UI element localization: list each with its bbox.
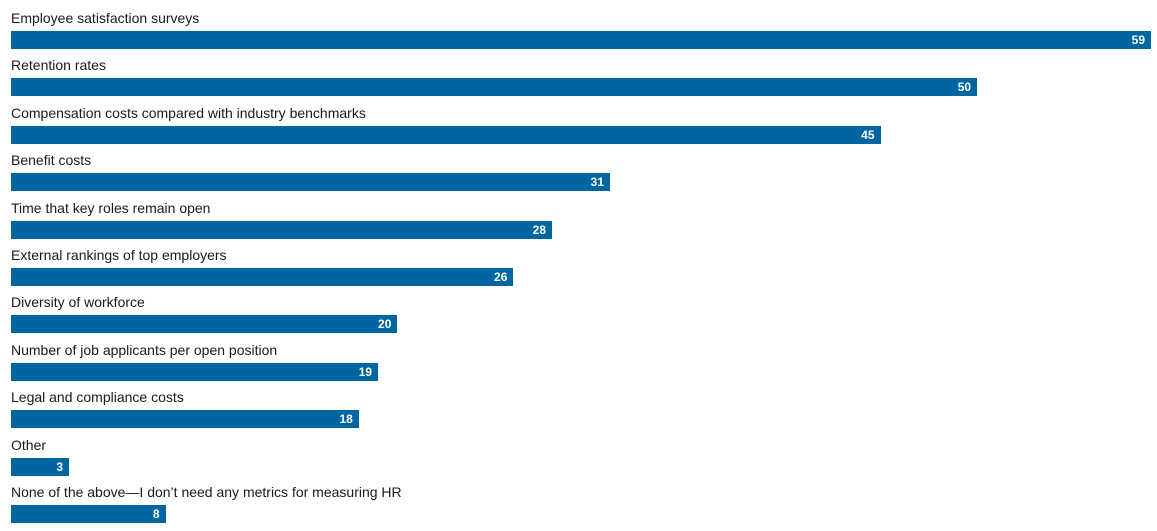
bar: 8 bbox=[11, 505, 166, 523]
value-label: 50 bbox=[957, 80, 972, 95]
bar-row: Time that key roles remain open 28 bbox=[11, 198, 1151, 246]
bar-row: None of the above—I don’t need any metri… bbox=[11, 482, 1151, 530]
value-label: 19 bbox=[358, 364, 373, 379]
bar: 26 bbox=[11, 268, 514, 286]
bar: 59 bbox=[11, 31, 1151, 49]
bar-row: Employee satisfaction surveys 59 bbox=[11, 8, 1151, 56]
bar: 19 bbox=[11, 362, 379, 381]
category-label: Legal and compliance costs bbox=[11, 389, 184, 406]
bar: 18 bbox=[11, 410, 359, 429]
bar: 28 bbox=[11, 220, 552, 239]
category-label: Retention rates bbox=[11, 57, 106, 74]
category-label: Benefit costs bbox=[11, 152, 92, 169]
bar-row: Benefit costs 31 bbox=[11, 150, 1151, 198]
bar: 50 bbox=[11, 78, 978, 97]
value-label: 28 bbox=[532, 222, 546, 237]
category-label: Time that key roles remain open bbox=[11, 199, 211, 216]
bar: 31 bbox=[11, 173, 610, 192]
value-label: 18 bbox=[339, 412, 353, 427]
category-label: Compensation costs compared with industr… bbox=[11, 104, 366, 121]
value-label: 45 bbox=[861, 127, 875, 142]
value-label: 59 bbox=[1131, 33, 1145, 47]
category-label: None of the above—I don’t need any metri… bbox=[11, 484, 402, 500]
category-label: Diversity of workforce bbox=[11, 294, 145, 311]
category-label: Other bbox=[11, 436, 47, 453]
bar-row: Compensation costs compared with industr… bbox=[11, 103, 1151, 151]
bar-row: External rankings of top employers 26 bbox=[11, 245, 1151, 293]
bar-row: Legal and compliance costs 18 bbox=[11, 387, 1151, 435]
bar-row: Other 3 bbox=[11, 435, 1151, 483]
value-label: 31 bbox=[590, 175, 604, 190]
value-label: 20 bbox=[378, 317, 392, 332]
bar-row: Retention rates 50 bbox=[11, 55, 1151, 103]
value-label: 26 bbox=[494, 270, 508, 284]
value-label: 3 bbox=[56, 459, 63, 474]
bar: 45 bbox=[11, 125, 881, 144]
bar: 20 bbox=[11, 315, 398, 334]
category-label: External rankings of top employers bbox=[11, 247, 227, 263]
category-label: Number of job applicants per open positi… bbox=[11, 341, 278, 358]
bar-row: Number of job applicants per open positi… bbox=[11, 340, 1151, 388]
bar: 3 bbox=[11, 457, 69, 476]
value-label: 8 bbox=[152, 507, 160, 521]
bar-row: Diversity of workforce 20 bbox=[11, 292, 1151, 340]
category-label: Employee satisfaction surveys bbox=[11, 10, 200, 26]
